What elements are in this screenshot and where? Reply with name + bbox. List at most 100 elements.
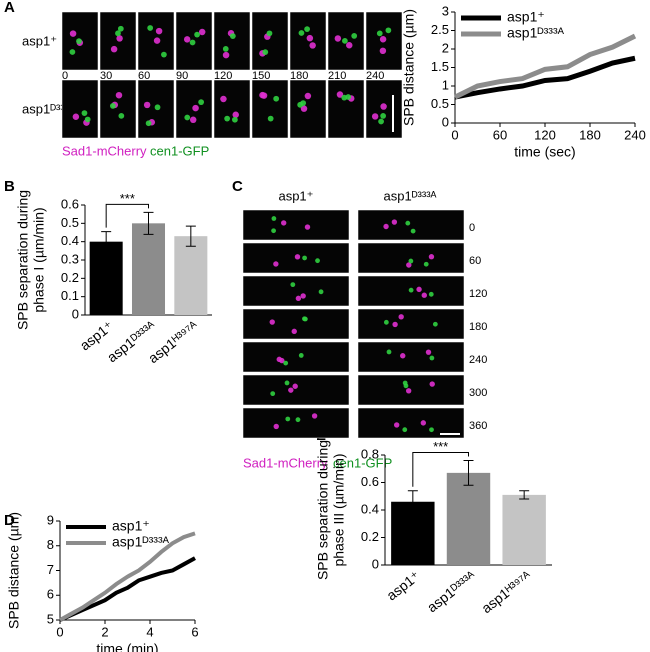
x-tick-label: 120 [534,127,556,142]
series-line [454,55,636,100]
y-tick-label: 0 [372,556,379,571]
spot [298,353,304,358]
spot [81,110,88,116]
y-tick-label: 7 [47,562,54,577]
time-label: 0 [62,70,68,82]
spot [222,51,230,59]
time-label: 0 [469,222,475,234]
spot [116,35,123,42]
spot [315,258,320,264]
spot [192,104,199,112]
spot [302,316,308,322]
micrograph [242,341,350,373]
spot [304,26,310,32]
column-label: asp1⁺ [278,188,313,203]
panel-letter: C [232,178,243,195]
spot [383,319,389,325]
spot [334,35,342,42]
time-label: 120 [214,70,232,82]
micrograph [289,11,327,71]
y-axis-label: SPB distance (µm) [401,9,417,126]
x-tick-label: 2 [101,624,108,639]
spot [273,261,279,267]
spot [428,291,434,297]
y-tick-label: 2.5 [431,22,449,37]
spot [229,33,236,39]
legend-text: cen1-GFP [150,143,209,158]
spot [311,413,318,419]
panel-letter: B [4,178,15,195]
spot [385,27,392,34]
time-label: 300 [469,387,487,399]
column-label: asp1ᴰ³³³ᴬ [384,188,437,203]
micrograph [289,79,327,139]
spot [198,99,205,106]
spot [410,228,416,234]
spot [285,416,291,422]
spot [273,95,280,102]
spot [269,319,275,325]
y-axis-label: phase III (µm/min) [331,453,347,566]
micrograph [327,79,365,139]
y-axis-label: SPB separation during [15,190,31,330]
spot [115,30,121,37]
time-label: 360 [469,420,487,432]
y-axis-label: SPB distance (µm) [6,512,22,629]
x-tick-label: asp1ᴰ³³³ᴬ [424,567,479,615]
y-tick-label: 0.6 [361,474,379,489]
y-tick-label: 2 [442,40,449,55]
time-label: 60 [138,70,150,82]
y-tick-label: 3 [442,3,449,18]
bar [502,494,546,565]
significance-label: *** [433,439,448,454]
spot [184,114,191,121]
micrograph [242,209,350,241]
spot [295,417,301,423]
error-bar [101,231,112,253]
legend-label: asp1ᴰ³³³ᴬ [112,534,170,550]
spot [284,380,290,386]
spot [189,116,197,124]
spot [429,381,435,387]
bar [174,236,208,315]
spot [279,357,285,364]
spot [429,355,435,361]
x-tick-label: 6 [191,624,198,639]
bar [89,241,123,315]
micrograph [357,308,465,340]
x-tick-label: 240 [624,127,646,142]
time-label: 150 [252,70,270,82]
legend-label: asp1ᴰ³³³ᴬ [507,25,565,41]
spot [408,287,414,293]
spot [69,49,76,55]
spot [391,219,398,225]
spot [118,112,125,119]
spot [154,104,161,111]
spot [300,100,307,106]
spot [336,91,344,98]
spot [302,255,307,261]
spot [432,321,438,327]
spot [290,282,296,288]
x-tick-label: 180 [579,127,601,142]
y-tick-label: 0 [442,114,449,129]
spot [402,380,408,386]
spot [270,391,276,397]
spot [421,292,427,298]
y-tick-label: 0.1 [61,288,79,303]
y-tick-label: 0.2 [61,270,79,285]
spot [378,118,384,125]
spot [408,258,414,264]
y-tick-label: 0.4 [361,501,379,516]
y-axis-label: SPB separation during [315,440,331,580]
spot [266,30,273,37]
time-label: 60 [469,255,481,267]
spot [304,224,311,230]
micrograph [242,308,350,340]
spot [194,31,200,38]
micrograph [357,242,465,274]
spot [380,113,387,119]
spot [405,388,412,394]
spot [143,101,151,109]
panel-letter: D [4,512,15,529]
